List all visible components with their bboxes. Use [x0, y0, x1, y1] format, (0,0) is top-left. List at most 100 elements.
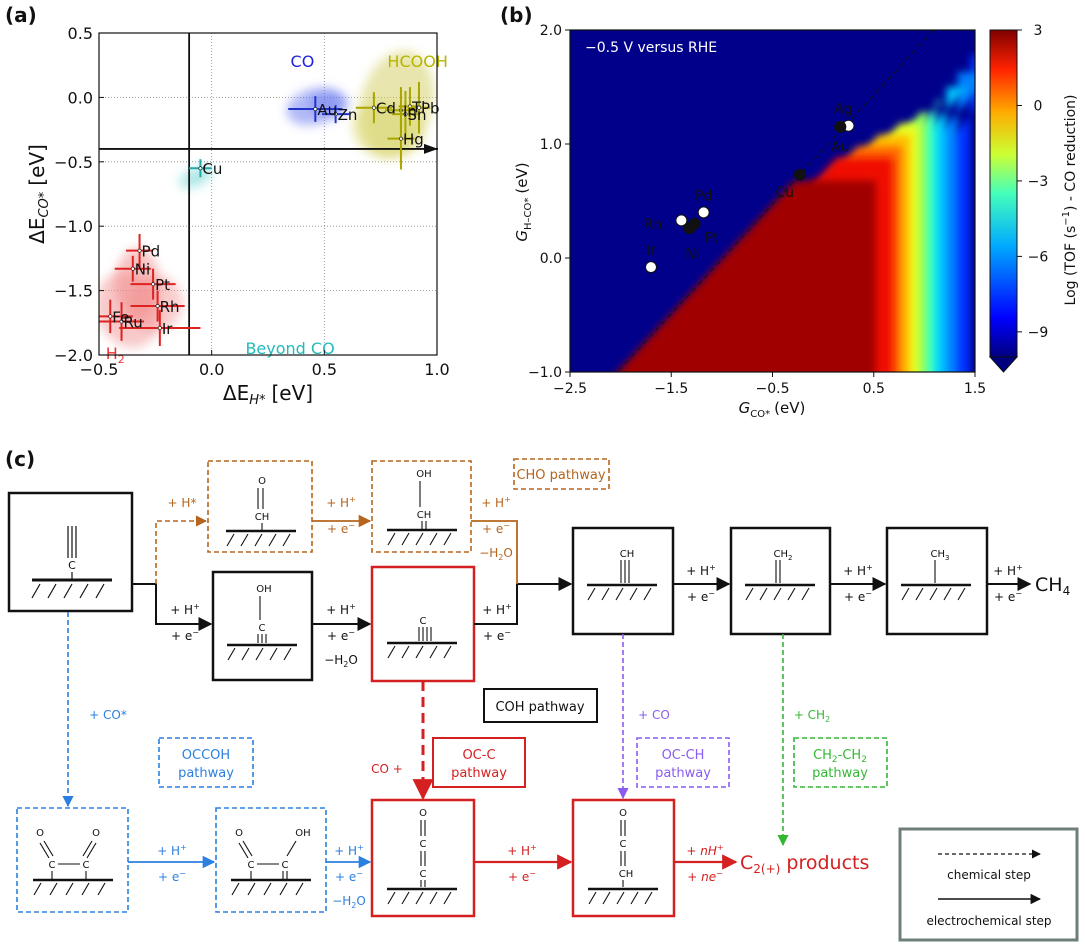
x-tick-label: −0.5: [756, 381, 790, 397]
colorbar-tick-label: 3: [1034, 23, 1043, 39]
region-label: HCOOH: [387, 52, 447, 71]
point-label: Fe: [112, 308, 129, 326]
svg-text:+ e−: + e−: [335, 869, 363, 884]
x-tick-label: 1.0: [424, 360, 449, 379]
heatmap-contours: [617, 55, 975, 372]
y-tick-label: −0.5: [54, 153, 93, 172]
colorbar: [989, 29, 1018, 358]
metal-point: [645, 261, 657, 274]
box-coh: OH C: [211, 570, 314, 682]
svg-text:+ H+: + H+: [507, 843, 537, 858]
arrow-co-to-cho: [155, 515, 208, 584]
svg-text:+ e−: + e−: [483, 628, 511, 643]
data-point: [198, 166, 203, 171]
step-labels-red: CO + + H+ + e− + nH+ + ne−: [371, 762, 723, 884]
metal-label: Ag: [834, 102, 852, 118]
panel-a-ylabel: ΔECO*[eV]: [25, 144, 52, 244]
svg-text:+ H+: + H+: [843, 563, 873, 578]
svg-text:CH: CH: [619, 869, 634, 880]
region-label: Beyond CO: [245, 339, 334, 358]
region-blob: [179, 166, 213, 189]
data-point: [130, 266, 135, 271]
metal-point: [697, 206, 710, 219]
svg-text:CO +: CO +: [371, 762, 403, 776]
point-label: Pt: [155, 276, 170, 294]
scaling-line: [616, 30, 935, 372]
panel-label-c: (c): [5, 447, 35, 471]
svg-text:CH3: CH3: [931, 549, 950, 562]
svg-text:+ e−: + e−: [687, 589, 715, 604]
panel-a-ticks: −0.5 0.0 0.5 1.0 0.5 0.0 −0.5 −1.0 −1.5 −2.0: [54, 24, 450, 379]
panel-b-annotation: −0.5 V versus RHE: [585, 40, 717, 56]
svg-text:+ H+: + H+: [686, 563, 716, 578]
box-occ: O C C: [370, 798, 476, 918]
metal-label: Ir: [646, 243, 656, 259]
panel-a-region-labels: CO HCOOH H2 Beyond CO: [106, 52, 448, 366]
svg-text:+ nH+: + nH+: [686, 843, 723, 858]
label-occh-pathway: OC-CH pathway: [636, 737, 730, 788]
metal-label: Pt: [705, 230, 719, 246]
label-occcoh-pathway: OCCOH pathway: [158, 737, 254, 788]
panel-b-xlabel: GCO* (eV): [739, 399, 806, 420]
svg-text:−H2O: −H2O: [332, 894, 366, 910]
point-label: Pb: [421, 100, 440, 118]
svg-text:C: C: [68, 559, 76, 572]
panel-b-ticks: −2.5 −1.5 −0.5 0.5 1.5 2.0 1.0 0.0 −1.0: [528, 23, 986, 397]
data-point: [108, 314, 113, 319]
step-labels-blue: + CO* + H+ + e− + H+ + e− −H2O: [89, 708, 366, 910]
data-point: [417, 105, 421, 110]
point-label: Ru: [124, 314, 143, 332]
point-label: Rh: [160, 298, 180, 316]
y-tick-label: −2.0: [54, 346, 93, 365]
svg-text:pathway: pathway: [451, 766, 507, 781]
svg-text:+ H+: + H+: [481, 495, 511, 510]
x-tick-label: 0.5: [312, 360, 337, 379]
y-tick-label: 0.5: [68, 24, 93, 43]
box-ch2: CH2: [729, 526, 832, 636]
svg-text:CH: CH: [417, 510, 432, 521]
svg-text:OC-CH: OC-CH: [662, 748, 705, 763]
svg-text:C: C: [83, 860, 90, 871]
svg-text:CHO pathway: CHO pathway: [516, 468, 605, 483]
svg-text:O: O: [258, 476, 266, 487]
point-label: Hg: [403, 131, 424, 149]
metal-label: Cu: [775, 185, 794, 201]
svg-text:pathway: pathway: [655, 766, 711, 781]
svg-text:−H2O: −H2O: [479, 546, 513, 562]
y-tick-label: −1.0: [54, 217, 93, 236]
svg-text:+ H+: + H+: [170, 602, 200, 617]
box-choh: OH CH: [371, 460, 472, 553]
box-occoh: O OH C C: [215, 807, 327, 913]
data-point: [151, 282, 155, 287]
x-tick-label: −0.5: [80, 360, 119, 379]
colorbar-label: Log (TOF (s−1) - CO reduction): [1061, 95, 1079, 306]
svg-text:+ ne−: + ne−: [687, 869, 723, 884]
svg-text:+ H+: + H+: [993, 563, 1023, 578]
point-label: Cu: [202, 160, 222, 178]
point-label: In: [403, 102, 417, 120]
data-point: [137, 248, 142, 253]
svg-text:+ H*: + H*: [168, 496, 197, 510]
step-legend: chemical step electrochemical step: [898, 827, 1079, 942]
data-point: [403, 112, 408, 117]
svg-text:+ CO*: + CO*: [89, 708, 127, 722]
heatmap-band: [617, 180, 876, 372]
panel-label-b: (b): [500, 3, 533, 27]
svg-text:OC-C: OC-C: [462, 748, 495, 763]
svg-text:C: C: [248, 860, 255, 871]
svg-text:CH: CH: [255, 512, 270, 523]
svg-text:+ e−: + e−: [844, 589, 872, 604]
data-point: [313, 107, 318, 111]
panel-a-frame: [98, 32, 438, 356]
region-label: CO: [291, 52, 315, 71]
svg-text:+ e−: + e−: [482, 521, 510, 536]
point-label: Ir: [162, 320, 173, 338]
panel-b-ylabel: GH–CO*(eV): [513, 162, 534, 241]
panel-a-series: [99, 81, 431, 346]
arrow-choh-to-ch: [471, 520, 518, 584]
svg-text:+ H+: + H+: [334, 843, 364, 858]
svg-text:CH2-CH2: CH2-CH2: [813, 748, 867, 765]
metal-point: [793, 168, 806, 181]
